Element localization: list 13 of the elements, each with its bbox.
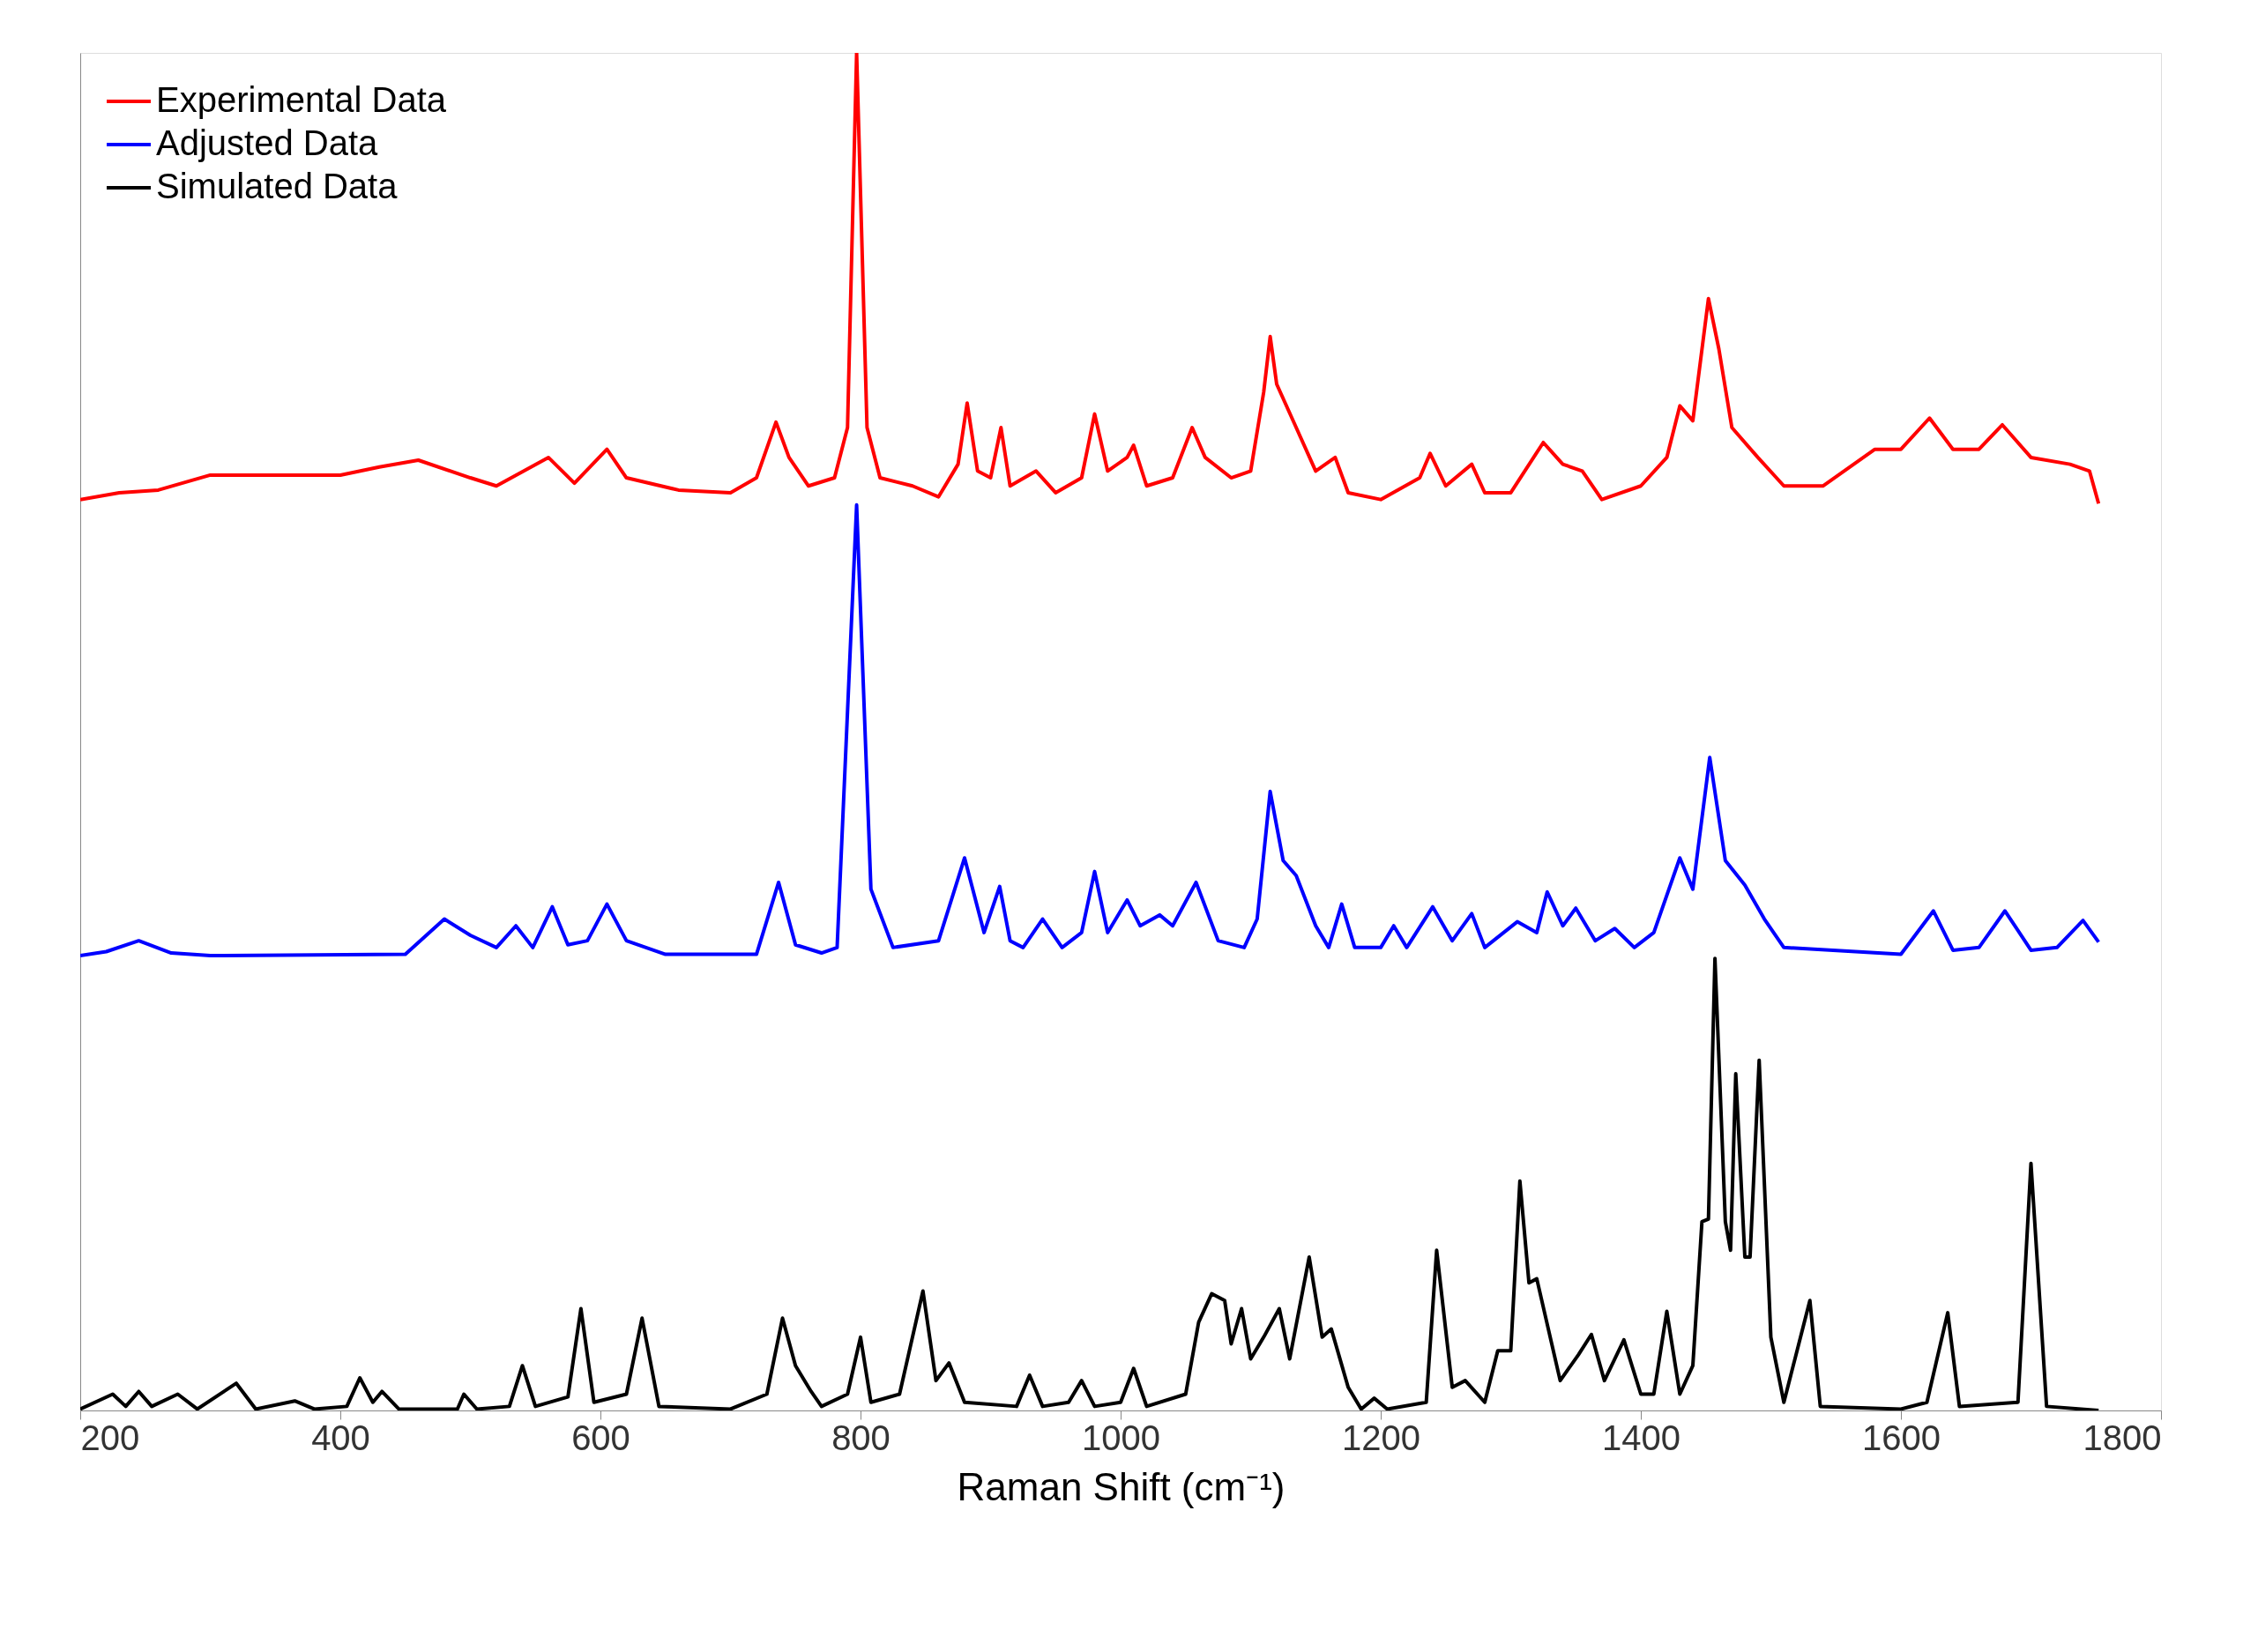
x-tick-label: 1000 bbox=[1082, 1418, 1160, 1457]
x-tick-label: 1600 bbox=[1862, 1418, 1941, 1457]
x-tick-label: 200 bbox=[80, 1418, 140, 1457]
legend-label: Experimental Data bbox=[156, 80, 447, 119]
x-axis-title: Raman Shift (cm⁻¹) bbox=[957, 1464, 1285, 1508]
x-tick-label: 1400 bbox=[1602, 1418, 1680, 1457]
x-tick-label: 400 bbox=[311, 1418, 370, 1457]
x-tick-label: 1800 bbox=[2083, 1418, 2162, 1457]
x-tick-label: 1200 bbox=[1342, 1418, 1420, 1457]
legend-label: Simulated Data bbox=[156, 167, 399, 205]
x-tick-label: 600 bbox=[571, 1418, 630, 1457]
x-tick-label: 800 bbox=[831, 1418, 891, 1457]
legend-label: Adjusted Data bbox=[156, 123, 379, 162]
